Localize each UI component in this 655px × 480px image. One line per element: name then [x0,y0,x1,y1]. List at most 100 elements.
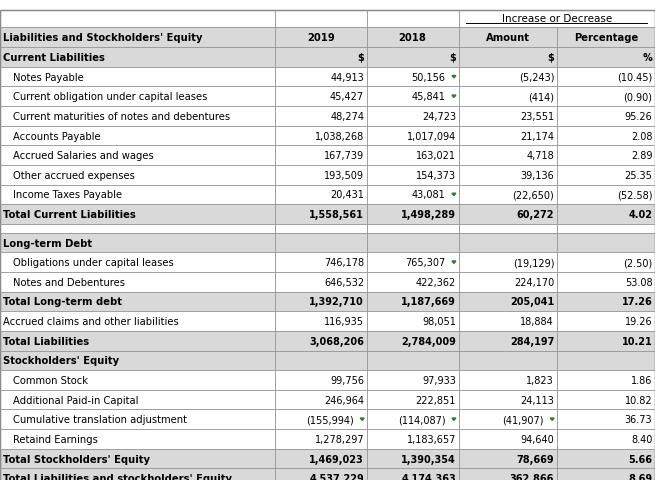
Bar [0,48,275,68]
Text: $: $ [449,53,456,63]
Text: 284,197: 284,197 [510,336,554,346]
Bar [557,225,655,233]
Text: $: $ [358,53,364,63]
Bar [367,468,458,480]
Bar [0,351,275,371]
Text: Amount: Amount [485,33,530,43]
Text: 17.26: 17.26 [622,297,652,307]
Text: 98,051: 98,051 [422,316,456,326]
Text: 1,038,268: 1,038,268 [315,132,364,141]
Text: 1,183,657: 1,183,657 [407,434,456,444]
Text: 4,174,363: 4,174,363 [401,473,456,480]
Text: Obligations under capital leases: Obligations under capital leases [13,258,174,268]
Text: 1,558,561: 1,558,561 [309,210,364,220]
Bar [0,312,275,331]
Text: 21,174: 21,174 [520,132,554,141]
Bar [458,205,557,225]
Text: 50,156: 50,156 [411,72,445,83]
Bar [275,166,367,185]
Text: (155,994): (155,994) [306,414,354,424]
Bar [367,331,458,351]
Text: 4.02: 4.02 [628,210,652,220]
Polygon shape [452,194,456,196]
Bar [367,292,458,312]
Bar [367,409,458,429]
Bar [557,233,655,253]
Text: 45,841: 45,841 [411,92,445,102]
Text: (114,087): (114,087) [398,414,445,424]
Bar [458,409,557,429]
Text: (2.50): (2.50) [623,258,652,268]
Bar [275,312,367,331]
Text: Current Liabilities: Current Liabilities [3,53,105,63]
Bar [367,107,458,126]
Bar [458,331,557,351]
Bar [557,273,655,292]
Bar [0,253,275,273]
Text: 8.40: 8.40 [631,434,652,444]
Text: 95.26: 95.26 [625,112,652,121]
Bar [275,146,367,166]
Text: 246,964: 246,964 [324,395,364,405]
Text: (22,650): (22,650) [512,190,554,200]
Text: (5,243): (5,243) [519,72,554,83]
Bar [367,48,458,68]
Bar [458,87,557,107]
Text: 25.35: 25.35 [624,170,652,180]
Bar [367,185,458,205]
Bar [557,409,655,429]
Bar [275,48,367,68]
Bar [275,87,367,107]
Bar [557,390,655,409]
Text: Total Liabilities and stockholders' Equity: Total Liabilities and stockholders' Equi… [3,473,233,480]
Text: 48,274: 48,274 [330,112,364,121]
Text: (52.58): (52.58) [617,190,652,200]
Bar [458,185,557,205]
Bar [557,205,655,225]
Text: 19.26: 19.26 [625,316,652,326]
Bar [557,87,655,107]
Bar [367,27,458,48]
Text: (414): (414) [528,92,554,102]
Text: 205,041: 205,041 [510,297,554,307]
Bar [557,107,655,126]
Bar [557,185,655,205]
Text: 99,756: 99,756 [330,375,364,385]
Bar [458,390,557,409]
Bar [367,166,458,185]
Bar [275,68,367,87]
Text: 1,390,354: 1,390,354 [401,454,456,464]
Text: 193,509: 193,509 [324,170,364,180]
Polygon shape [452,262,456,264]
Bar [557,429,655,449]
Text: Common Stock: Common Stock [13,375,88,385]
Bar [458,273,557,292]
Text: 2.89: 2.89 [631,151,652,161]
Text: Current obligation under capital leases: Current obligation under capital leases [13,92,208,102]
Text: Additional Paid-in Capital: Additional Paid-in Capital [13,395,139,405]
Bar [0,468,275,480]
Text: Total Stockholders' Equity: Total Stockholders' Equity [3,454,150,464]
Text: Total Long-term debt: Total Long-term debt [3,297,122,307]
Bar [367,225,458,233]
Text: 60,272: 60,272 [517,210,554,220]
Bar [275,11,367,27]
Text: Total Liabilities: Total Liabilities [3,336,89,346]
Bar [557,146,655,166]
Text: Increase or Decrease: Increase or Decrease [502,14,612,24]
Bar [0,292,275,312]
Polygon shape [360,418,364,420]
Text: 23,551: 23,551 [520,112,554,121]
Bar [367,126,458,146]
Text: 2.08: 2.08 [631,132,652,141]
Text: 1,823: 1,823 [527,375,554,385]
Bar [557,27,655,48]
Bar [275,107,367,126]
Text: (10.45): (10.45) [617,72,652,83]
Text: 43,081: 43,081 [411,190,445,200]
Text: 746,178: 746,178 [324,258,364,268]
Bar [458,233,557,253]
Text: Notes Payable: Notes Payable [13,72,84,83]
Bar [458,68,557,87]
Text: (0.90): (0.90) [624,92,652,102]
